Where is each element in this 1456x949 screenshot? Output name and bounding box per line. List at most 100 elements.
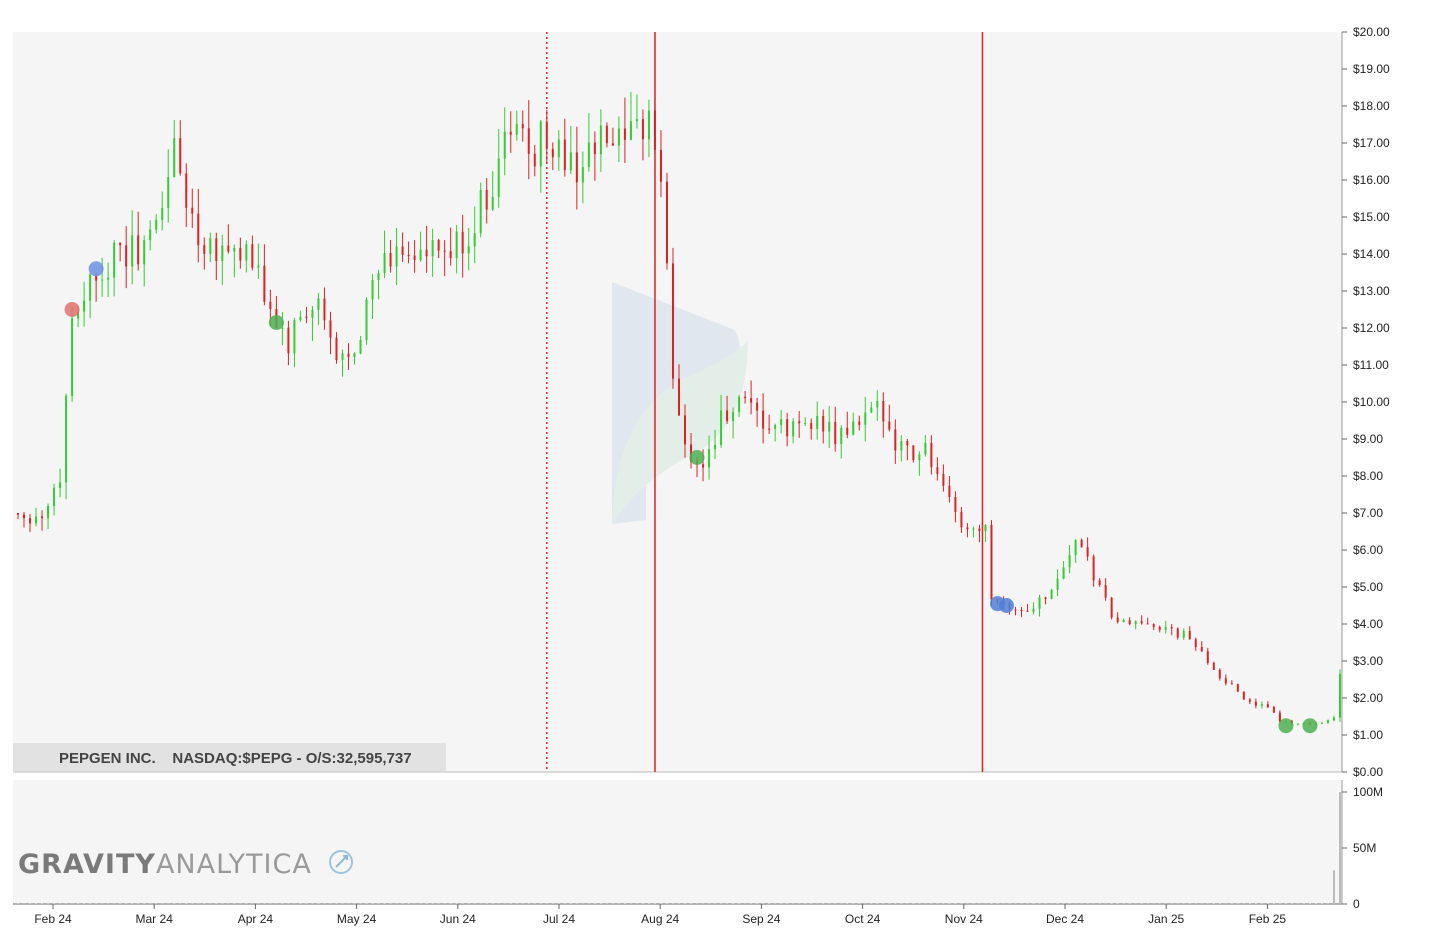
candle <box>659 130 662 198</box>
candle <box>816 401 819 440</box>
candle <box>401 232 404 262</box>
date-tick-label: Jul 24 <box>543 912 575 926</box>
date-tick-label: Jan 25 <box>1148 912 1184 926</box>
volume-bar <box>263 903 266 904</box>
candle <box>1020 607 1023 618</box>
candle <box>17 512 19 520</box>
candle <box>882 392 885 438</box>
price-tick-label: $6.00 <box>1353 543 1383 557</box>
candle <box>1062 561 1065 580</box>
candle <box>173 120 176 178</box>
volume-axis-ticks: 0 50M 100M <box>1342 785 1383 911</box>
volume-bar <box>437 903 440 904</box>
candle <box>1332 715 1335 722</box>
candle <box>587 113 590 172</box>
volume-bar <box>455 903 458 904</box>
volume-bar <box>497 903 500 904</box>
volume-bar <box>786 903 789 904</box>
candle <box>23 511 26 528</box>
candle <box>281 312 284 346</box>
volume-bar <box>1056 903 1059 904</box>
volume-bar <box>1236 903 1239 904</box>
candle <box>143 235 146 287</box>
candle <box>852 412 855 436</box>
price-tick-label: $12.00 <box>1353 321 1390 335</box>
candle <box>924 435 927 457</box>
candle <box>906 438 909 461</box>
volume-bar <box>870 903 873 904</box>
volume-bar <box>635 903 638 904</box>
volume-bar <box>281 903 284 904</box>
volume-bar <box>1116 903 1119 904</box>
price-tick-label: $16.00 <box>1353 173 1390 187</box>
candle <box>581 151 584 204</box>
brand-light-text: ANALYTICA <box>156 849 312 880</box>
candle <box>942 464 945 492</box>
candle <box>792 418 795 444</box>
candle <box>966 522 969 538</box>
signal-marker <box>64 302 80 317</box>
candle <box>29 513 32 533</box>
candle <box>305 306 308 324</box>
volume-tick-label: 0 <box>1353 897 1360 911</box>
candle <box>521 110 524 142</box>
candle <box>383 230 386 279</box>
rocket-icon <box>329 850 353 874</box>
date-tick-label: Nov 24 <box>945 912 983 926</box>
candle <box>563 118 566 177</box>
volume-bar <box>1008 903 1011 904</box>
candle <box>509 111 512 153</box>
candle <box>623 97 626 164</box>
volume-bar <box>299 903 302 904</box>
candle <box>756 397 759 427</box>
volume-bar <box>467 903 470 904</box>
candle <box>984 524 987 542</box>
candle <box>635 94 638 129</box>
volume-bar <box>828 903 831 904</box>
candle <box>1086 537 1089 561</box>
price-tick-label: $20.00 <box>1353 25 1390 39</box>
candle <box>1248 698 1251 705</box>
volume-bar <box>563 903 566 904</box>
volume-bar <box>329 903 332 904</box>
candle <box>978 524 981 543</box>
candle <box>89 272 92 319</box>
candle <box>533 145 536 177</box>
candle <box>665 172 668 270</box>
volume-bar <box>888 903 891 904</box>
date-tick-label: Dec 24 <box>1046 912 1084 926</box>
candle <box>900 435 903 462</box>
volume-bar <box>77 903 80 904</box>
candle <box>449 227 452 266</box>
volume-bar <box>479 903 482 904</box>
volume-bar <box>1248 903 1251 904</box>
candle <box>611 127 614 146</box>
candle <box>473 206 476 264</box>
candle <box>876 390 879 421</box>
volume-bar <box>1038 903 1041 904</box>
volume-bar <box>197 903 200 904</box>
candle <box>768 414 771 435</box>
candle <box>407 241 410 264</box>
candle <box>1176 627 1179 640</box>
volume-bar <box>425 903 428 904</box>
volume-bar <box>323 903 326 904</box>
volume-bar <box>35 903 38 904</box>
candle <box>647 99 650 158</box>
candle <box>197 188 200 263</box>
volume-bar <box>1128 903 1131 904</box>
volume-bar <box>1339 792 1341 904</box>
candle <box>1014 606 1017 616</box>
price-tick-label: $15.00 <box>1353 210 1390 224</box>
volume-bar <box>389 903 392 904</box>
candle <box>1044 596 1047 605</box>
candle <box>810 418 813 440</box>
candle <box>678 364 680 416</box>
date-tick-label: Apr 24 <box>238 912 274 926</box>
candle <box>65 393 68 500</box>
candle <box>353 352 356 365</box>
volume-bar <box>1224 903 1227 904</box>
candle <box>371 274 374 320</box>
volume-bar <box>1332 870 1335 904</box>
